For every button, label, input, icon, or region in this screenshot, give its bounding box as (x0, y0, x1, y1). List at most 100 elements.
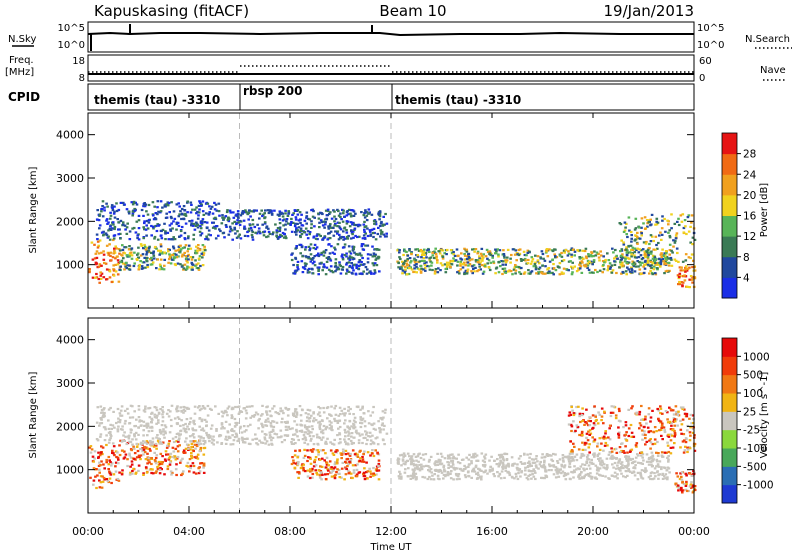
echo-cell (543, 455, 547, 458)
echo-cell (461, 469, 465, 472)
echo-cell (666, 476, 669, 479)
echo-cell (575, 424, 579, 427)
echo-cell (670, 264, 674, 267)
echo-cell (458, 272, 461, 275)
echo-cell (570, 247, 574, 250)
echo-cell (185, 259, 189, 262)
echo-cell (146, 462, 149, 465)
echo-cell (439, 452, 443, 455)
echo-cell (593, 405, 596, 408)
echo-cell (160, 237, 164, 240)
echo-cell (425, 256, 428, 259)
echo-cell (233, 220, 236, 223)
echo-cell (188, 435, 192, 438)
echo-cell (663, 451, 667, 454)
echo-cell (157, 210, 160, 213)
echo-cell (653, 259, 657, 262)
echo-cell (107, 468, 110, 471)
echo-cell (204, 238, 207, 241)
echo-cell (135, 445, 139, 448)
echo-cell (148, 416, 152, 419)
echo-cell (681, 407, 684, 411)
echo-cell (180, 409, 183, 413)
echo-cell (641, 477, 645, 480)
echo-cell (131, 214, 134, 217)
echo-cell (508, 472, 511, 475)
echo-cell (258, 212, 262, 215)
echo-cell (403, 454, 407, 457)
echo-cell (324, 440, 328, 443)
echo-cell (341, 256, 345, 259)
echo-cell (636, 247, 639, 250)
echo-cell (584, 421, 587, 424)
echo-cell (284, 235, 287, 238)
echo-cell (325, 256, 329, 259)
echo-cell (482, 253, 485, 256)
echo-cell (345, 235, 349, 239)
echo-cell (463, 272, 466, 276)
echo-cell (337, 209, 340, 213)
echo-cell (432, 256, 436, 260)
echo-cell (413, 467, 417, 470)
echo-cell (265, 235, 268, 239)
echo-cell (179, 461, 182, 464)
echo-cell (151, 468, 154, 471)
echo-cell (557, 471, 561, 474)
echo-cell (616, 257, 619, 260)
echo-cell (324, 478, 328, 481)
echo-cell (143, 202, 146, 205)
echo-cell (169, 418, 173, 422)
echo-cell (376, 452, 379, 455)
echo-cell (499, 456, 502, 459)
echo-cell (425, 261, 428, 264)
echo-cell (591, 436, 594, 439)
echo-cell (333, 417, 336, 420)
echo-cell (116, 451, 119, 454)
echo-cell (427, 465, 430, 468)
echo-cell (466, 268, 470, 271)
echo-cell (137, 426, 140, 429)
echo-cell (478, 257, 481, 260)
echo-cell (486, 250, 490, 254)
echo-cell (306, 230, 310, 233)
echo-cell (456, 467, 459, 470)
echo-cell (680, 220, 684, 223)
echo-cell (470, 270, 473, 273)
echo-cell (236, 210, 240, 213)
echo-cell (197, 443, 201, 446)
echo-cell (99, 405, 103, 408)
echo-cell (143, 445, 146, 449)
echo-cell (335, 460, 339, 463)
echo-cell (309, 468, 312, 471)
echo-cell (92, 479, 96, 482)
echo-cell (297, 476, 300, 479)
echo-cell (618, 446, 622, 449)
echo-cell (458, 462, 462, 465)
echo-cell (344, 460, 347, 463)
echo-cell (445, 265, 449, 268)
echo-cell (438, 252, 442, 255)
echo-cell (142, 429, 145, 432)
echo-cell (128, 440, 131, 443)
echo-cell (322, 406, 325, 410)
echo-cell (218, 434, 222, 437)
echo-cell (298, 405, 302, 408)
echo-cell (343, 438, 346, 441)
echo-cell (205, 424, 208, 427)
echo-cell (200, 220, 204, 223)
echo-cell (340, 467, 344, 470)
echo-cell (220, 222, 224, 225)
echo-cell (589, 472, 592, 475)
echo-cell (134, 438, 138, 441)
echo-cell (151, 440, 155, 443)
echo-cell (198, 450, 202, 453)
echo-cell (256, 443, 260, 446)
echo-cell (177, 440, 180, 443)
echo-cell (357, 432, 361, 435)
echo-cell (330, 467, 333, 470)
echo-cell (96, 209, 99, 212)
echo-cell (366, 257, 370, 260)
echo-cell (648, 460, 651, 463)
echo-cell (371, 452, 374, 455)
